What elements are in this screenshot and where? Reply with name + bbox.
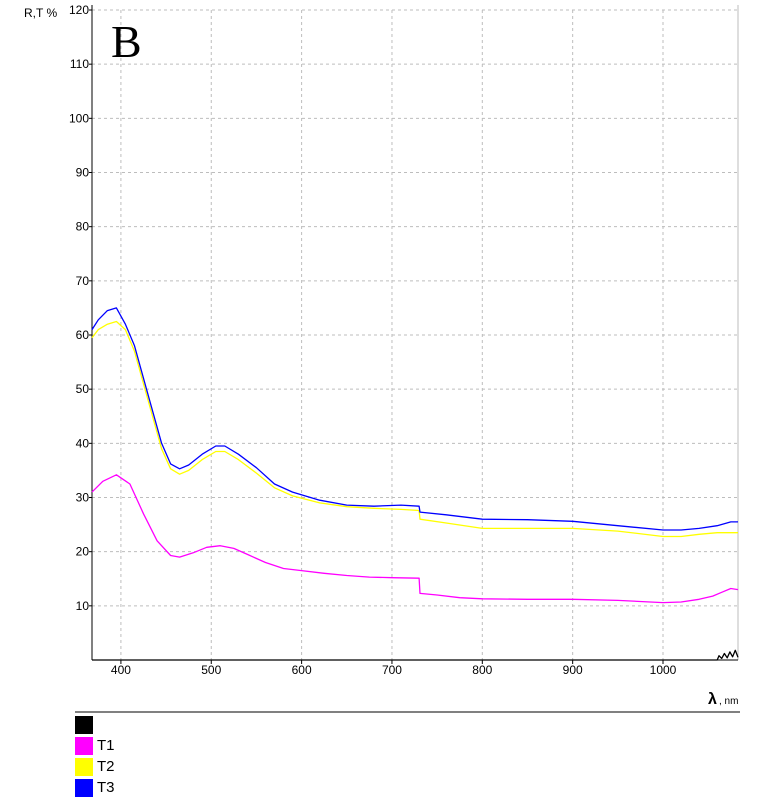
legend-swatch <box>75 715 93 734</box>
y-tick-label: 80 <box>76 220 90 234</box>
x-tick-label: 500 <box>201 663 221 677</box>
y-tick-label: 60 <box>76 328 90 342</box>
legend-item-t1: T1 <box>75 735 115 756</box>
y-axis-label: R,T % <box>24 6 57 20</box>
legend-swatch <box>75 757 93 776</box>
legend: T1 T2 T3 <box>75 714 115 798</box>
y-tick-label: 20 <box>76 545 90 559</box>
y-tick-labels: 10 20 30 40 50 60 70 80 90 100 110 120 <box>69 3 89 613</box>
legend-label: T3 <box>97 779 115 796</box>
y-tick-label: 70 <box>76 274 90 288</box>
series-lines <box>91 307 739 661</box>
legend-item-t3: T3 <box>75 777 115 798</box>
x-tick-label: 600 <box>292 663 312 677</box>
x-tick-label: 1000 <box>650 663 677 677</box>
x-tick-label: 900 <box>563 663 583 677</box>
x-axis-symbol: λ <box>708 691 717 708</box>
y-tick-label: 120 <box>69 3 89 17</box>
x-tick-labels: 400 500 600 700 800 900 1000 <box>111 663 677 677</box>
y-tick-label: 110 <box>70 57 89 71</box>
y-tick-label: 40 <box>76 436 90 450</box>
series-line-t2 <box>91 320 738 538</box>
legend-item-black <box>75 714 115 735</box>
series-line-black <box>92 649 739 661</box>
y-tick-label: 50 <box>76 382 90 396</box>
y-tick-label: 100 <box>69 111 89 125</box>
legend-swatch <box>75 778 93 797</box>
series-line-t1 <box>91 474 739 604</box>
series-line-t3 <box>91 307 738 531</box>
grid <box>92 5 739 660</box>
x-tick-label: 400 <box>111 663 131 677</box>
legend-label: T2 <box>97 758 115 775</box>
y-tick-label: 90 <box>76 166 90 180</box>
panel-letter: B <box>111 16 142 67</box>
x-tick-label: 800 <box>472 663 492 677</box>
legend-label: T1 <box>97 737 115 754</box>
legend-item-t2: T2 <box>75 756 115 777</box>
y-tick-label: 10 <box>76 599 90 613</box>
x-axis-unit: , nm <box>719 696 738 707</box>
x-tick-label: 700 <box>382 663 402 677</box>
y-tick-label: 30 <box>76 491 90 505</box>
legend-swatch <box>75 736 93 755</box>
